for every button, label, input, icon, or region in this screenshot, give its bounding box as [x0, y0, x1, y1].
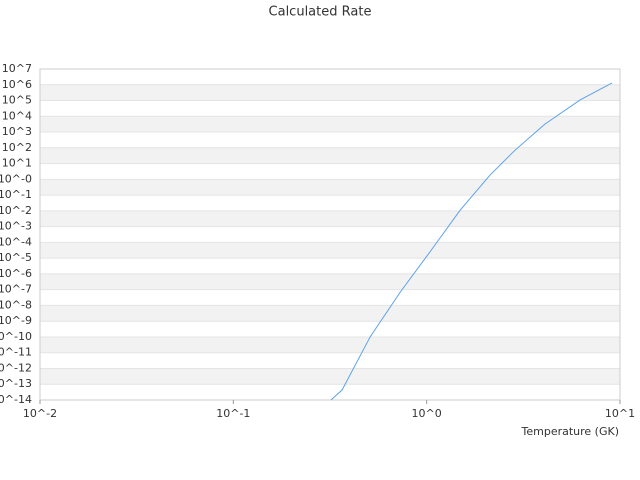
- grid-band: [40, 116, 620, 133]
- y-tick-label: 10^1: [2, 157, 32, 170]
- y-tick-label: 10^5: [2, 94, 32, 107]
- y-tick-label: 10^7: [2, 62, 32, 75]
- y-tick-label: 10^-9: [0, 314, 32, 327]
- x-axis-label: Temperature (GK): [521, 425, 620, 438]
- y-tick-label: 10^-7: [0, 283, 32, 296]
- grid-band: [40, 147, 620, 164]
- y-tick-label: 10^-14: [0, 393, 32, 406]
- grid-band: [40, 273, 620, 290]
- y-tick-label: 10^-1: [0, 188, 32, 201]
- y-tick-label: 10^-5: [0, 251, 32, 264]
- y-tick-label: 10^-12: [0, 361, 32, 374]
- y-tick-label: 10^-8: [0, 298, 32, 311]
- y-tick-label: 10^-11: [0, 346, 32, 359]
- y-tick-label: 10^2: [2, 141, 32, 154]
- y-tick-label: 10^6: [2, 78, 32, 91]
- grid-band: [40, 368, 620, 385]
- x-tick-label: 10^-1: [216, 407, 250, 420]
- grid-band: [40, 242, 620, 259]
- y-tick-label: 10^4: [2, 109, 32, 122]
- plot-frame: [39, 68, 621, 401]
- y-tick-label: 10^-0: [0, 172, 32, 185]
- grid-band: [40, 210, 620, 227]
- y-tick-label: 10^-10: [0, 330, 32, 343]
- x-tick-label: 10^0: [412, 407, 442, 420]
- series-line: [330, 82, 613, 400]
- grid-band: [40, 179, 620, 196]
- y-tick-label: 10^3: [2, 125, 32, 138]
- y-tick-label: 10^-2: [0, 204, 32, 217]
- y-tick-label: 10^-4: [0, 235, 32, 248]
- y-tick-label: 10^-13: [0, 377, 32, 390]
- chart-title: Calculated Rate: [269, 5, 372, 20]
- grid-band: [40, 84, 620, 101]
- grid-band: [40, 336, 620, 353]
- grid-band: [40, 305, 620, 322]
- y-tick-label: 10^-3: [0, 220, 32, 233]
- y-tick-label: 10^-6: [0, 267, 32, 280]
- x-tick-label: 10^1: [605, 407, 635, 420]
- x-tick-label: 10^-2: [23, 407, 57, 420]
